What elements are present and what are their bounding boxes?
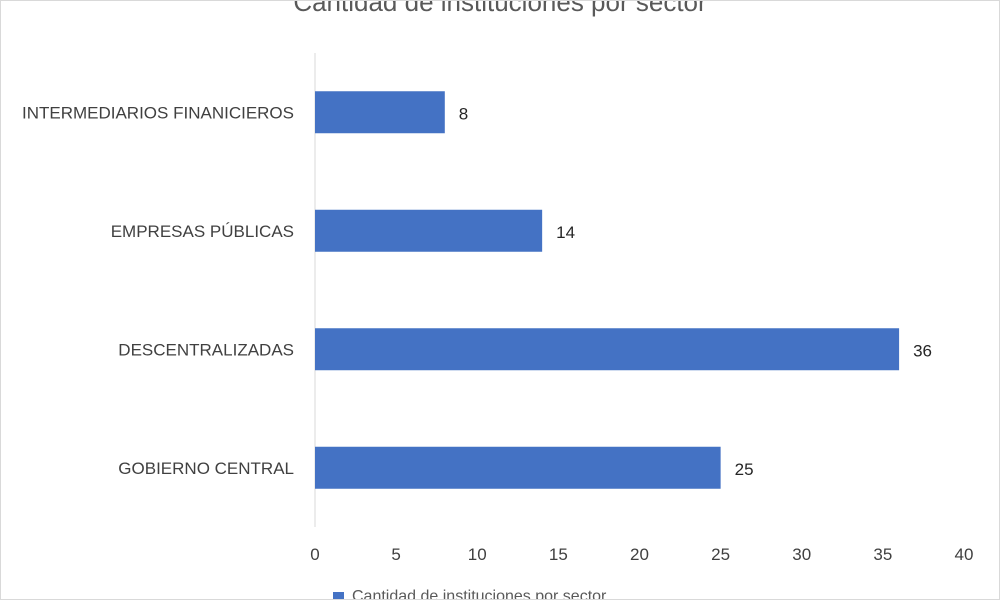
category-label: INTERMEDIARIOS FINANICIEROS xyxy=(22,103,294,122)
x-tick-label: 30 xyxy=(792,545,811,564)
x-tick-label: 10 xyxy=(468,545,487,564)
x-tick-label: 0 xyxy=(310,545,319,564)
legend-swatch xyxy=(333,591,344,599)
bar xyxy=(315,91,445,134)
bar xyxy=(315,209,543,252)
x-tick-label: 15 xyxy=(549,545,568,564)
data-label: 14 xyxy=(556,223,575,242)
chart-title: Cantidad de instituciones por sector xyxy=(293,0,707,17)
data-label: 8 xyxy=(459,104,468,123)
bar xyxy=(315,328,900,371)
legend: Cantidad de instituciones por sector xyxy=(333,587,607,600)
x-tick-label: 20 xyxy=(630,545,649,564)
legend-label: Cantidad de instituciones por sector xyxy=(352,588,607,600)
data-label: 25 xyxy=(735,460,754,479)
category-label: EMPRESAS PÚBLICAS xyxy=(111,222,294,241)
x-tick-label: 25 xyxy=(711,545,730,564)
x-tick-label: 35 xyxy=(873,545,892,564)
category-label: GOBIERNO CENTRAL xyxy=(118,459,294,478)
data-label: 36 xyxy=(913,341,932,360)
x-tick-label: 5 xyxy=(391,545,400,564)
bar xyxy=(315,446,721,489)
category-label: DESCENTRALIZADAS xyxy=(118,340,294,359)
x-tick-label: 40 xyxy=(955,545,974,564)
